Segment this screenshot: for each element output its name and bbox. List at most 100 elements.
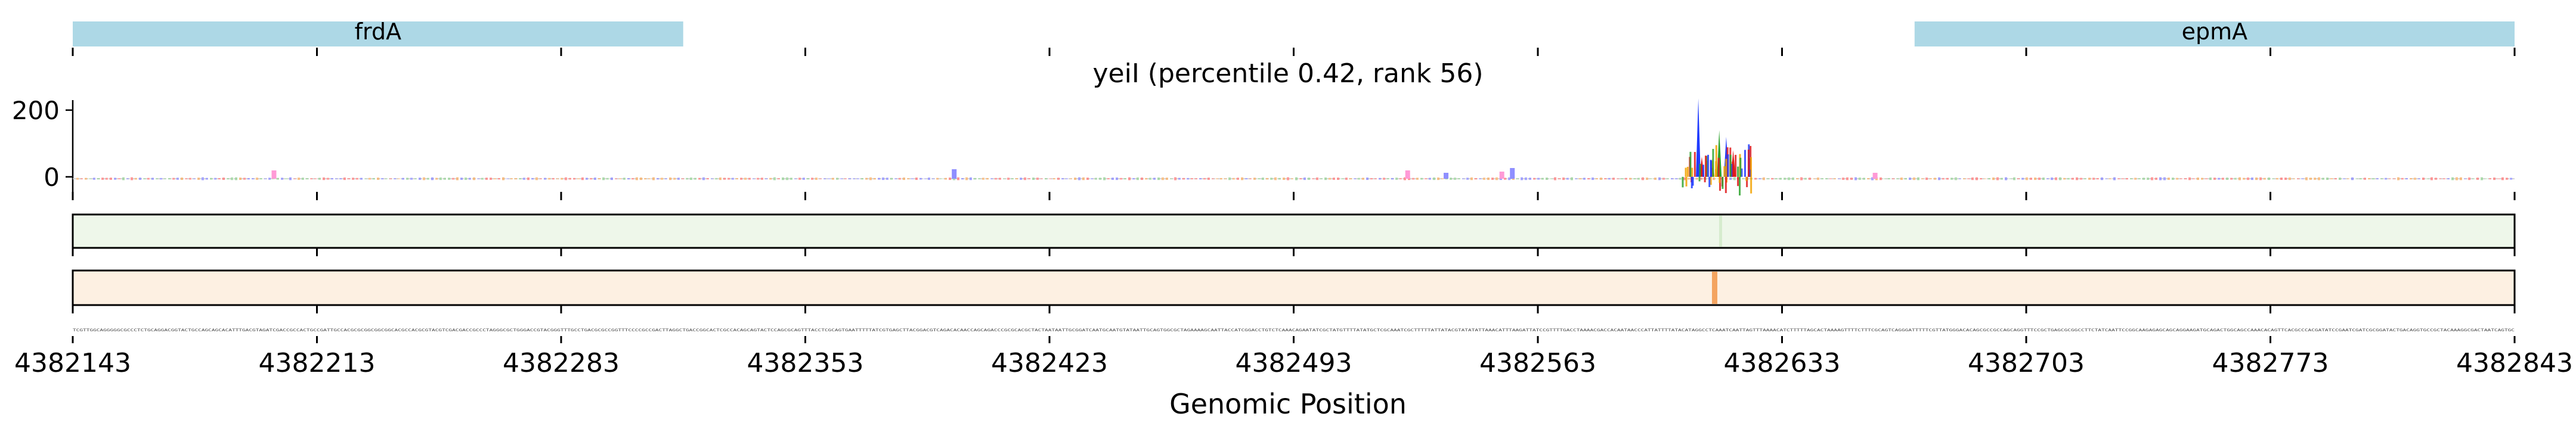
noise-mark <box>2151 177 2153 181</box>
noise-mark <box>1258 178 1260 179</box>
noise-mark <box>2351 177 2354 181</box>
noise-mark <box>1583 178 1586 180</box>
gene-annotation-track: frdA epmA <box>72 18 2516 56</box>
noise-mark <box>1032 178 1035 180</box>
noise-mark <box>1341 178 1343 179</box>
noise-mark <box>327 178 329 180</box>
noise-mark <box>1909 178 1911 180</box>
noise-mark <box>2067 178 2070 180</box>
noise-mark <box>1358 178 1360 180</box>
noise-mark <box>2372 178 2374 180</box>
noise-mark <box>110 178 112 180</box>
noise-mark <box>2234 178 2237 180</box>
noise-mark <box>2435 178 2437 180</box>
peak-cluster-mark <box>1722 176 1724 189</box>
peak-cluster-mark <box>1747 150 1750 177</box>
noise-mark <box>1888 178 1890 179</box>
gene-box-epmA <box>1914 21 2515 46</box>
noise-mark <box>2030 178 2032 180</box>
noise-mark <box>118 178 120 179</box>
noise-mark <box>861 178 863 180</box>
noise-mark <box>1308 178 1310 180</box>
noise-mark <box>2309 178 2312 180</box>
noise-mark <box>965 177 968 181</box>
noise-mark <box>561 178 563 180</box>
noise-mark <box>206 178 208 180</box>
noise-mark <box>2468 177 2470 181</box>
noise-mark <box>2301 178 2303 179</box>
noise-mark <box>2393 178 2395 179</box>
noise-mark <box>2001 178 2003 180</box>
gene-box-frdA <box>73 21 683 46</box>
noise-mark <box>2464 178 2466 179</box>
noise-mark <box>945 178 947 180</box>
noise-mark <box>2117 178 2120 179</box>
noise-mark <box>1237 178 1239 180</box>
noise-mark <box>2105 178 2107 179</box>
gene-label-frdA: frdA <box>355 18 401 45</box>
noise-mark <box>890 178 893 180</box>
noise-mark <box>210 178 212 180</box>
peak-cluster-mark <box>1737 176 1739 186</box>
noise-mark <box>277 178 279 180</box>
noise-mark <box>569 178 571 180</box>
noise-mark <box>414 178 417 179</box>
noise-mark <box>715 178 717 180</box>
noise-mark <box>93 178 95 180</box>
noise-mark <box>151 178 154 180</box>
noise-mark <box>652 177 655 181</box>
noise-mark <box>1475 178 1477 180</box>
noise-mark <box>1362 178 1364 180</box>
noise-mark <box>807 178 809 180</box>
noise-mark <box>189 178 191 180</box>
noise-mark <box>986 178 989 180</box>
noise-mark <box>540 178 542 179</box>
noise-mark <box>723 178 726 180</box>
noise-mark <box>1850 178 1853 180</box>
noise-mark <box>1404 177 1406 181</box>
noise-mark <box>339 178 342 179</box>
noise-mark <box>1980 178 1982 180</box>
noise-mark <box>423 177 425 181</box>
noise-mark <box>1387 178 1389 179</box>
noise-mark <box>1963 178 1965 179</box>
noise-mark <box>1429 178 1431 180</box>
noise-mark <box>343 177 346 181</box>
x-tick-label: 4382213 <box>259 348 376 378</box>
peak-cluster-mark <box>1749 158 1751 177</box>
noise-mark <box>1299 178 1302 180</box>
noise-mark <box>1412 178 1414 180</box>
noise-mark <box>1420 178 1423 180</box>
noise-mark <box>1003 178 1005 179</box>
noise-mark <box>1099 178 1101 180</box>
noise-mark <box>298 178 300 180</box>
noise-mark <box>2251 177 2253 181</box>
noise-mark <box>1521 177 1523 181</box>
noise-mark <box>936 178 939 180</box>
noise-mark <box>1905 178 1907 180</box>
noise-mark <box>1516 178 1519 179</box>
x-tick-label: 4382563 <box>1479 348 1596 378</box>
peak-cluster-mark <box>1750 157 1752 177</box>
peak-cluster-mark <box>1750 176 1753 194</box>
noise-mark <box>2439 178 2441 179</box>
noise-mark <box>577 178 580 179</box>
peak-cluster-mark <box>1685 167 1687 177</box>
noise-mark <box>1533 178 1535 180</box>
noise-mark <box>302 178 304 180</box>
noise-mark <box>256 178 258 180</box>
noise-mark <box>1370 178 1373 180</box>
noise-mark <box>456 177 459 181</box>
noise-mark <box>1149 178 1151 180</box>
noise-mark <box>694 178 696 180</box>
noise-mark <box>1930 178 1932 179</box>
noise-mark <box>231 177 233 181</box>
noise-mark <box>1337 178 1339 180</box>
noise-mark <box>1942 178 1945 180</box>
noise-mark <box>1779 178 1782 180</box>
noise-mark <box>97 178 100 180</box>
noise-mark <box>1804 178 1807 180</box>
noise-mark <box>1796 178 1798 179</box>
noise-mark <box>1650 178 1652 179</box>
noise-mark <box>1617 178 1619 179</box>
